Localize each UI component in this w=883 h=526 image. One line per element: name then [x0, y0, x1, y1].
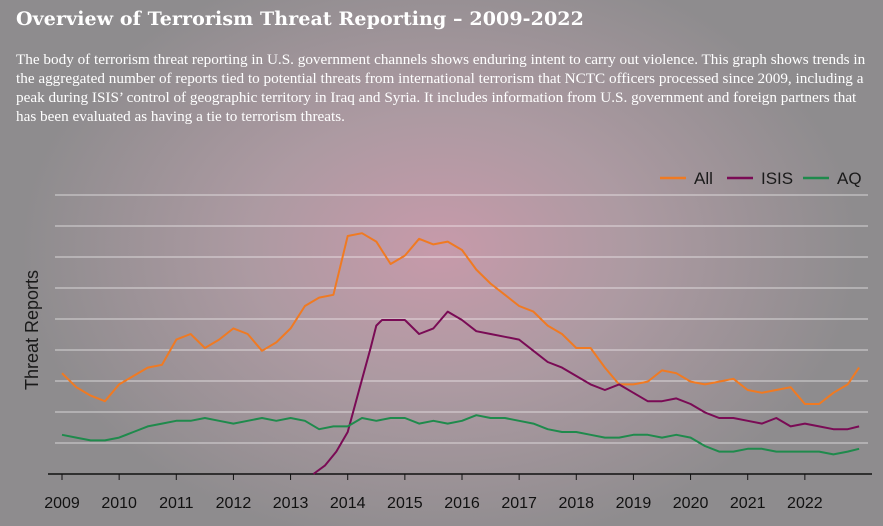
legend: All ISIS AQ	[660, 169, 862, 188]
x-tick-label: 2016	[444, 495, 480, 512]
x-tick-label: 2018	[558, 495, 594, 512]
legend-label-aq: AQ	[837, 169, 862, 188]
series-line-all	[61, 232, 860, 405]
chart-description: The body of terrorism threat reporting i…	[16, 51, 866, 125]
x-tick-label: 2017	[501, 495, 537, 512]
legend-label-all: All	[694, 169, 713, 188]
legend-label-isis: ISIS	[761, 169, 793, 188]
x-tick-label: 2012	[216, 495, 252, 512]
x-tick-label: 2019	[616, 495, 652, 512]
x-tick-label: 2010	[101, 495, 137, 512]
chart-title: Overview of Terrorism Threat Reporting –…	[16, 8, 584, 30]
x-tick-label: 2014	[330, 495, 366, 512]
x-tick-label: 2013	[273, 495, 309, 512]
y-axis-label: Threat Reports	[22, 270, 42, 390]
series-line-isis	[312, 310, 860, 475]
series-line-aq	[61, 414, 860, 456]
x-tick-label: 2011	[159, 495, 194, 512]
x-tick-label: 2022	[787, 495, 823, 512]
x-tick-label: 2020	[673, 495, 709, 512]
x-axis-ticks: 2009 2010 2011 2012 2013 2014 2015 2016 2017 2018…	[44, 474, 823, 512]
x-tick-label: 2015	[387, 495, 423, 512]
x-tick-label: 2009	[44, 495, 80, 512]
series-lines	[61, 232, 860, 475]
x-tick-label: 2021	[730, 495, 766, 512]
